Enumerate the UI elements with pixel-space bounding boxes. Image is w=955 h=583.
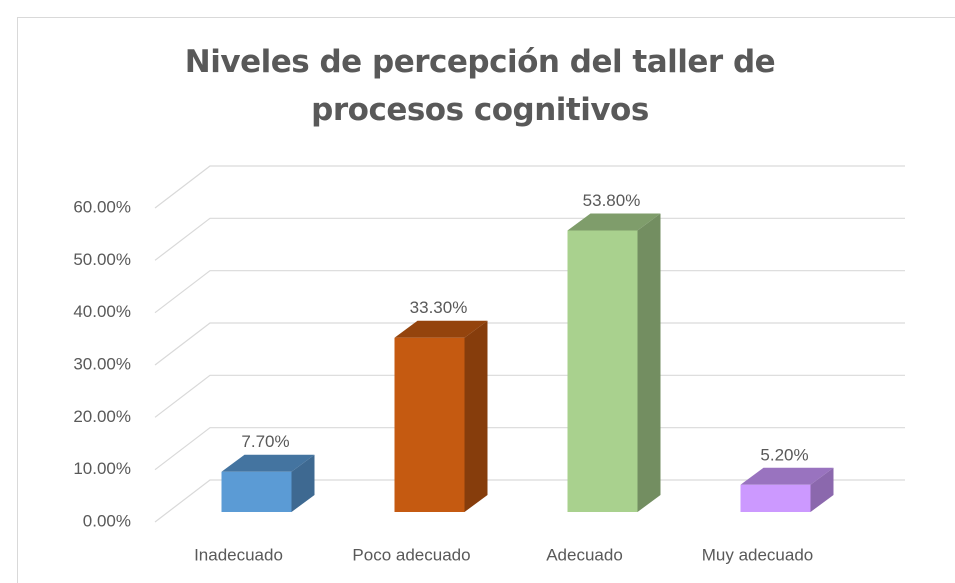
chart-title: Niveles de percepción del taller de proc…	[184, 44, 776, 128]
y-tick-label: 60.00%	[73, 197, 131, 216]
x-tick-label: Muy adecuado	[702, 545, 814, 564]
bar	[221, 454, 315, 512]
chart-frame	[17, 17, 955, 583]
y-tick-label: 30.00%	[73, 354, 131, 373]
data-label: 7.70%	[241, 432, 289, 451]
grid-line	[154, 427, 905, 471]
bar-side	[810, 467, 834, 512]
x-tick-label: Adecuado	[546, 545, 623, 564]
bar-top	[567, 213, 661, 231]
y-tick-label: 0.00%	[83, 511, 131, 530]
bar-front	[740, 484, 811, 512]
x-tick-label: Poco adecuado	[352, 545, 470, 564]
bar-top	[221, 454, 315, 472]
data-label: 33.30%	[410, 298, 468, 317]
grid-line	[154, 270, 905, 314]
grid-line	[154, 217, 905, 261]
bar-front	[567, 230, 638, 513]
data-label: 5.20%	[760, 445, 808, 464]
bar-side	[291, 454, 315, 512]
grid-line	[154, 165, 905, 209]
y-tick-label: 20.00%	[73, 407, 131, 426]
bar-top	[740, 467, 834, 485]
data-label: 53.80%	[583, 191, 641, 210]
y-tick-label: 10.00%	[73, 459, 131, 478]
bar-side	[637, 213, 661, 513]
y-tick-label: 50.00%	[73, 250, 131, 269]
bar-front	[394, 337, 465, 512]
bar	[567, 213, 661, 513]
x-tick-label: Inadecuado	[194, 545, 283, 564]
grid-line	[154, 322, 905, 366]
grid-line	[154, 479, 905, 523]
bar	[394, 320, 488, 512]
bar-top	[394, 320, 488, 338]
bar-front	[221, 471, 292, 512]
bar-side	[464, 320, 488, 512]
grid-line	[154, 374, 905, 418]
bar	[740, 467, 834, 512]
y-tick-label: 40.00%	[73, 302, 131, 321]
